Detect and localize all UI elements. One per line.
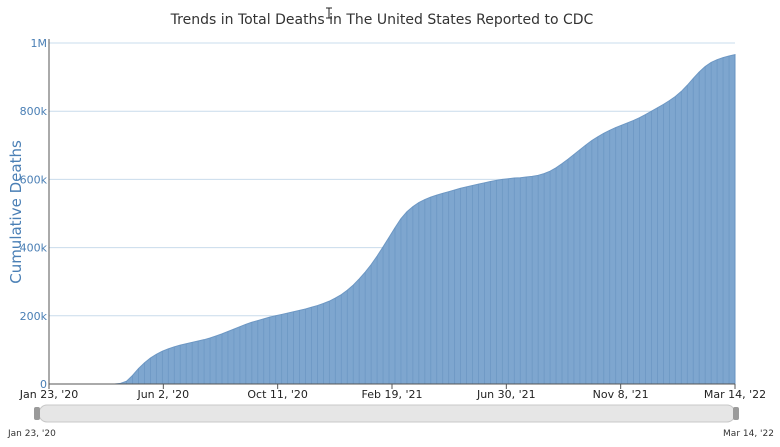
y-axis-ticks: 0 200k 400k 600k 800k 1M [20,37,48,391]
y-tick-label: 0 [40,378,47,391]
text-cursor-icon [326,7,332,19]
y-tick-label: 600k [20,173,48,186]
area-column-stripes [120,54,736,384]
navigator-end-label: Mar 14, '22 [723,429,774,439]
navigator-right-handle[interactable] [733,407,739,420]
y-tick-label: 400k [20,242,48,255]
y-axis-label: Cumulative Deaths [7,140,25,284]
y-tick-label: 200k [20,310,48,323]
x-tick-label: Feb 19, '21 [362,388,423,401]
chart-title: Trends in Total Deaths in The United Sta… [170,12,594,28]
x-tick-label: Jun 30, '21 [476,388,536,401]
x-tick-label: Jun 2, '20 [136,388,189,401]
y-tick-label: 1M [31,37,48,50]
area-series [49,53,736,385]
x-tick-label: Jan 23, '20 [19,388,78,401]
y-tick-label: 800k [20,105,48,118]
x-tick-label: Oct 11, '20 [247,388,308,401]
x-tick-label: Nov 8, '21 [593,388,649,401]
navigator-start-label: Jan 23, '20 [7,429,56,439]
x-axis-ticks: Jan 23, '20 Jun 2, '20 Oct 11, '20 Feb 19, … [19,384,766,401]
navigator-left-handle[interactable] [34,407,40,420]
range-navigator[interactable] [34,404,739,423]
navigator-track[interactable] [38,404,736,423]
x-tick-label: Mar 14, '22 [704,388,766,401]
plot-area [49,53,736,385]
